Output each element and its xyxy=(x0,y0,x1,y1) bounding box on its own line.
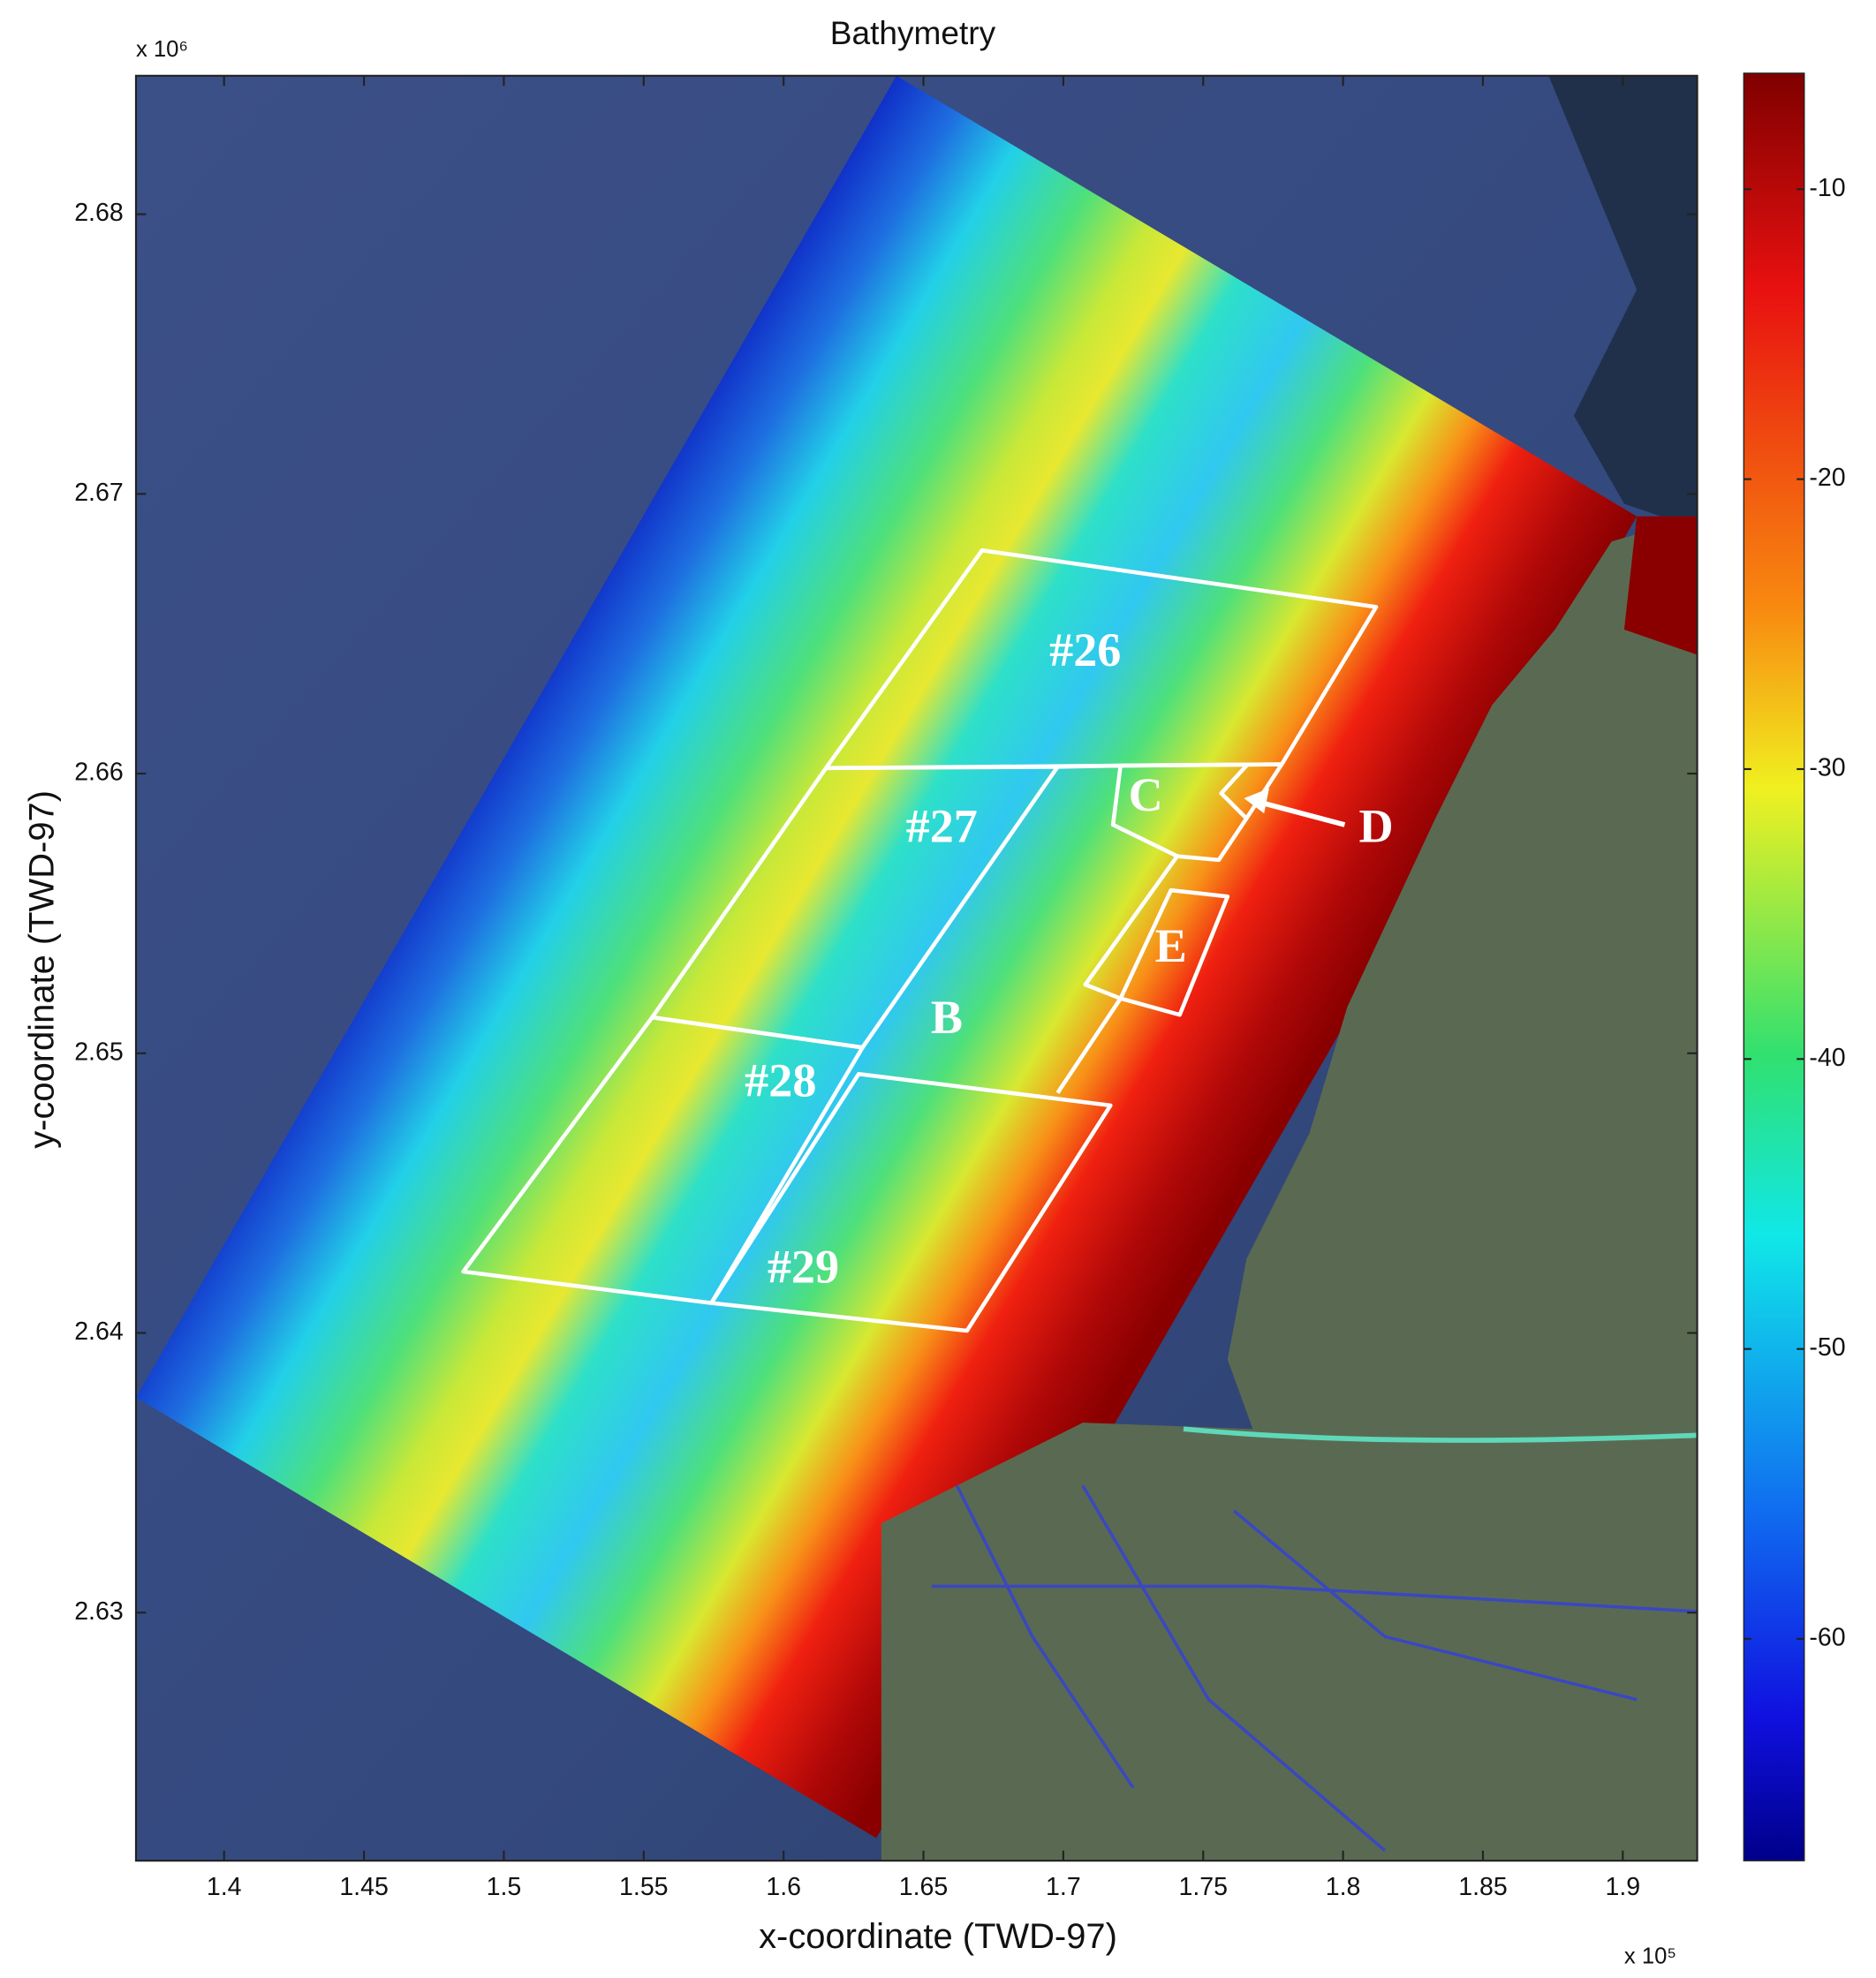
x-tick-label: 1.8 xyxy=(1326,1873,1361,1901)
y-axis-label: y-coordinate (TWD-97) xyxy=(22,790,61,1149)
map xyxy=(135,75,1698,1861)
y-tick-label: 2.67 xyxy=(74,479,123,507)
bathymetry xyxy=(135,75,1638,1838)
x-tick-label: 1.6 xyxy=(766,1873,801,1901)
x-multiplier: x 10⁵ xyxy=(1624,1944,1676,1969)
colorbar-tick-label: -60 xyxy=(1809,1624,1845,1652)
chart-title: Bathymetry xyxy=(830,14,996,51)
zone-label: E xyxy=(1155,919,1187,972)
zone-outline xyxy=(1219,764,1248,820)
y-tick-label: 2.64 xyxy=(74,1317,124,1346)
zone-outline xyxy=(1118,887,1230,1017)
harbor xyxy=(1623,516,1698,655)
zone-label: #29 xyxy=(768,1240,839,1293)
y-tick-label: 2.63 xyxy=(74,1597,123,1626)
x-tick-label: 1.85 xyxy=(1458,1873,1507,1901)
colorbar-tick-label: -20 xyxy=(1809,464,1845,492)
x-tick-label: 1.7 xyxy=(1046,1873,1081,1901)
zone-label: D xyxy=(1359,800,1394,853)
x-axis-label: x-coordinate (TWD-97) xyxy=(759,1917,1117,1956)
x-tick-label: 1.65 xyxy=(899,1873,948,1901)
y-tick-label: 2.68 xyxy=(74,199,123,227)
river xyxy=(1183,1426,1698,1443)
y-tick-label: 2.66 xyxy=(74,759,123,787)
colorbar-tick-label: -10 xyxy=(1809,174,1845,202)
y-tick-label: 2.65 xyxy=(74,1038,123,1066)
zones: #26 #27 #28 #29 B C D E xyxy=(461,547,1394,1333)
canals xyxy=(931,1484,1698,1853)
x-tick-label: 1.55 xyxy=(619,1873,668,1901)
x-tick-label: 1.9 xyxy=(1606,1873,1641,1901)
colorbar xyxy=(1743,72,1805,1861)
plot-frame xyxy=(134,74,1698,1862)
land xyxy=(881,516,1698,1861)
y-multiplier: x 10⁶ xyxy=(136,37,188,62)
zone-label: C xyxy=(1129,768,1163,821)
colorbar-tick-label: -30 xyxy=(1809,753,1845,781)
colorbar-tick-label: -40 xyxy=(1809,1044,1845,1072)
zone-label: #27 xyxy=(906,800,978,853)
x-tick-label: 1.5 xyxy=(487,1873,522,1901)
arrow-head xyxy=(1244,788,1269,814)
arrow xyxy=(1258,799,1346,827)
zone-label: #26 xyxy=(1049,623,1121,676)
x-tick-label: 1.75 xyxy=(1179,1873,1228,1901)
zone-outline xyxy=(709,1071,1113,1333)
colorbar-tick-label: -50 xyxy=(1809,1333,1845,1362)
x-tick-label: 1.4 xyxy=(207,1873,242,1901)
coast-shadow xyxy=(1548,75,1698,529)
zone-label: #28 xyxy=(745,1053,816,1106)
zone-label: B xyxy=(931,991,963,1044)
x-tick-label: 1.45 xyxy=(339,1873,388,1901)
